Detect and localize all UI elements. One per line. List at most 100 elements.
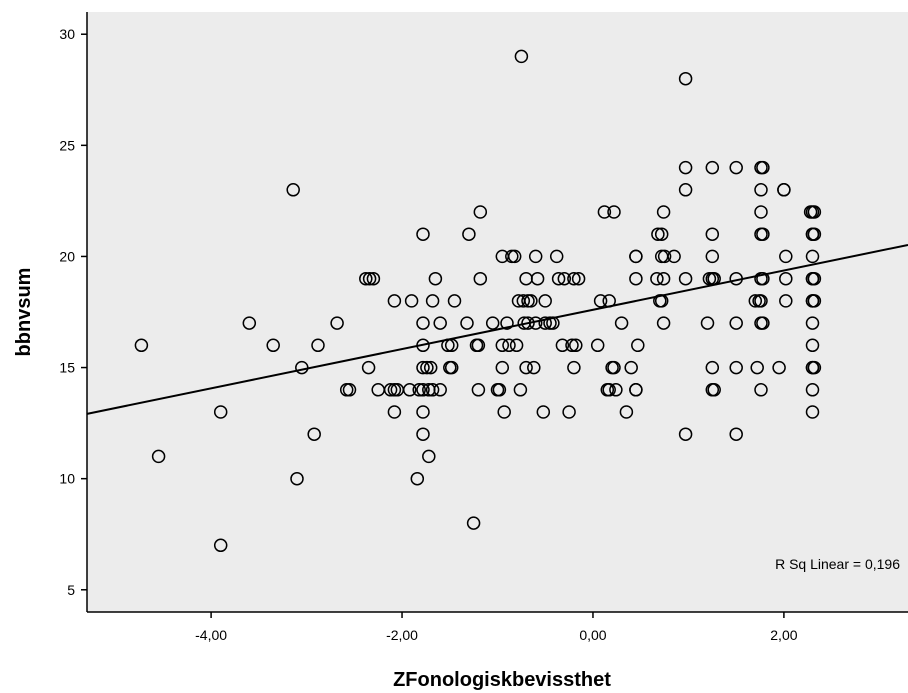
data-point — [748, 294, 763, 308]
data-point — [516, 294, 531, 308]
data-point — [593, 294, 608, 308]
data-point — [754, 205, 768, 219]
data-point — [555, 338, 570, 353]
data-point — [416, 360, 430, 375]
data-point — [777, 183, 791, 197]
data-point — [624, 360, 638, 375]
data-point — [805, 405, 820, 419]
data-point — [387, 405, 402, 419]
data-point — [729, 427, 743, 441]
data-point — [460, 316, 474, 330]
y-axis-title: bbnvsum — [13, 268, 35, 357]
data-point — [729, 316, 743, 330]
data-point — [412, 383, 426, 397]
data-point — [530, 271, 545, 286]
data-point — [513, 383, 528, 397]
data-point — [507, 249, 522, 264]
data-point — [213, 538, 228, 553]
data-point — [805, 383, 820, 397]
y-tick-label: 5 — [67, 582, 75, 598]
data-point — [807, 294, 822, 308]
data-point — [492, 383, 507, 397]
data-point — [807, 271, 822, 286]
data-point — [311, 338, 325, 353]
y-tick-label: 15 — [59, 360, 75, 376]
data-point — [528, 249, 543, 264]
data-point — [466, 516, 481, 530]
data-point — [756, 316, 770, 330]
data-point — [779, 249, 793, 264]
data-point — [497, 405, 511, 419]
data-point — [609, 383, 623, 397]
y-tick-label: 10 — [59, 471, 75, 487]
data-point — [404, 294, 419, 308]
data-point — [756, 227, 770, 241]
data-point — [502, 338, 516, 353]
data-point — [462, 227, 476, 241]
data-point — [524, 294, 538, 308]
x-axis-ticks: -4,00 -2,00 0,00 2,00 — [195, 612, 798, 643]
x-tick-label: -2,00 — [386, 627, 418, 643]
data-points — [134, 49, 822, 553]
data-point — [705, 227, 720, 241]
data-point — [656, 271, 671, 286]
data-point — [433, 316, 447, 330]
data-point — [538, 294, 552, 308]
data-point — [629, 383, 643, 397]
data-point — [654, 227, 669, 241]
data-point — [425, 294, 440, 308]
data-point — [565, 338, 579, 353]
data-point — [420, 360, 434, 375]
data-point — [562, 405, 576, 419]
data-point — [807, 205, 822, 219]
data-point — [571, 271, 586, 286]
data-point — [567, 271, 581, 286]
data-point — [362, 271, 377, 286]
data-point — [286, 183, 300, 197]
data-point — [290, 471, 304, 486]
data-point — [383, 383, 398, 397]
data-point — [729, 160, 743, 175]
data-point — [500, 316, 514, 330]
data-point — [607, 205, 621, 219]
data-point — [779, 294, 793, 308]
data-point — [705, 160, 720, 175]
data-point — [495, 338, 510, 353]
data-point — [521, 316, 535, 330]
data-point — [416, 316, 430, 330]
data-point — [631, 338, 645, 353]
data-point — [473, 271, 488, 286]
data-point — [567, 360, 581, 375]
data-point — [433, 383, 447, 397]
data-point — [619, 405, 634, 419]
data-point — [678, 71, 693, 86]
data-point — [707, 383, 721, 397]
data-point — [772, 360, 786, 375]
data-point — [471, 338, 486, 353]
data-point — [779, 271, 793, 286]
data-point — [754, 183, 768, 197]
data-point — [527, 360, 541, 375]
r-squared-annotation: R Sq Linear = 0,196 — [775, 556, 900, 572]
data-point — [590, 338, 605, 353]
data-point — [410, 471, 425, 486]
data-point — [213, 405, 228, 419]
data-point — [402, 383, 417, 397]
data-point — [151, 449, 166, 464]
y-tick-label: 25 — [59, 137, 75, 153]
data-point — [607, 360, 621, 375]
data-point — [705, 249, 720, 264]
data-point — [416, 227, 430, 241]
data-point — [807, 227, 822, 241]
data-point — [134, 338, 149, 353]
data-point — [538, 316, 552, 330]
data-point — [657, 249, 672, 264]
data-point — [366, 271, 381, 286]
data-point — [428, 271, 443, 286]
data-point — [629, 271, 643, 286]
data-point — [651, 227, 665, 241]
data-point — [614, 316, 629, 330]
data-point — [678, 271, 693, 286]
data-point — [678, 160, 693, 175]
